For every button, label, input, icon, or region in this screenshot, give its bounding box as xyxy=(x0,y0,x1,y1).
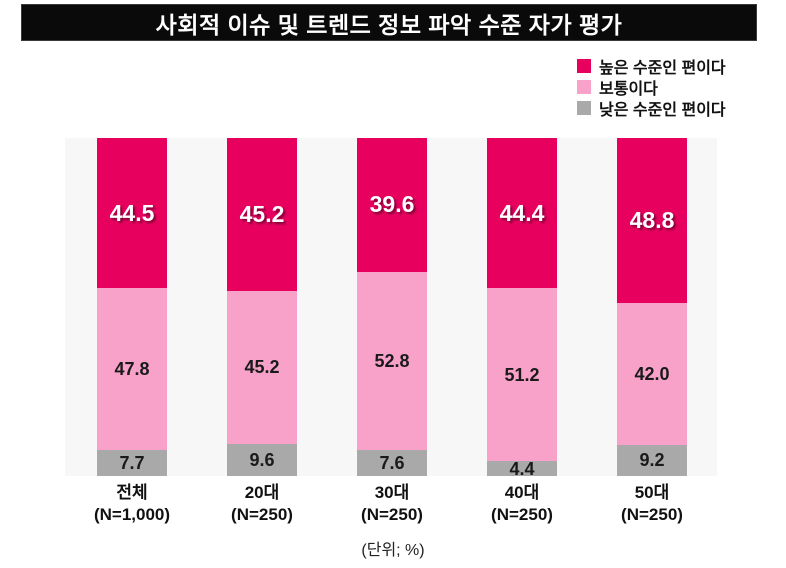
value-label: 45.2 xyxy=(239,200,285,227)
bar-segment-mid: 52.8 xyxy=(357,271,427,451)
value-label: 47.8 xyxy=(114,359,150,380)
bar-segment-mid: 47.8 xyxy=(97,288,167,450)
bar-segment-low: 9.2 xyxy=(617,444,687,476)
value-label: 42.0 xyxy=(634,363,670,384)
bar-segment-high: 44.4 xyxy=(487,138,557,289)
bar-segment-high: 45.2 xyxy=(227,138,297,291)
unit-note: (단위; %) xyxy=(361,542,425,559)
category-label-50대: 50대 (N=250) xyxy=(621,482,683,526)
category-sample-size: (N=1,000) xyxy=(93,505,171,524)
category-sample-size: (N=250) xyxy=(361,505,423,524)
legend-swatch-high xyxy=(577,58,591,73)
category-name: 전체 xyxy=(116,483,148,502)
bar-segment-high: 39.6 xyxy=(357,138,427,272)
stacked-bar-30대: 39.6 52.8 7.6 xyxy=(357,138,427,476)
bar-segment-mid: 51.2 xyxy=(487,288,557,462)
bar-segment-low: 9.6 xyxy=(227,443,297,476)
title-banner: 사회적 이슈 및 트렌드 정보 파악 수준 자가 평가 xyxy=(21,4,757,41)
value-label: 51.2 xyxy=(504,364,540,385)
category-name: 40대 xyxy=(504,483,540,502)
value-label: 52.8 xyxy=(374,351,410,372)
value-label: 4.4 xyxy=(509,458,535,479)
value-label: 44.5 xyxy=(109,199,155,226)
category-sample-size: (N=250) xyxy=(621,505,683,524)
plot-area: 44.5 47.8 7.7 45.2 45.2 9.6 39.6 52.8 7.6 44.4 51.… xyxy=(65,138,717,479)
legend-label: 높은 수준인 편이다 xyxy=(599,59,726,77)
value-label: 48.8 xyxy=(629,206,675,233)
bar-segment-high: 44.5 xyxy=(97,138,167,289)
legend-item: 낮은 수준인 편이다 xyxy=(577,97,726,119)
category-name: 30대 xyxy=(374,483,410,502)
bar-segment-low: 7.7 xyxy=(97,449,167,476)
category-name: 20대 xyxy=(244,483,280,502)
bar-segment-mid: 45.2 xyxy=(227,290,297,444)
value-label: 7.6 xyxy=(379,453,405,474)
legend-swatch-low xyxy=(577,100,591,115)
legend-item: 보통이다 xyxy=(577,76,726,98)
value-label: 44.4 xyxy=(499,199,545,226)
stacked-bar-40대: 44.4 51.2 4.4 xyxy=(487,138,557,479)
category-label-전체: 전체 (N=1,000) xyxy=(94,482,170,526)
value-label: 9.2 xyxy=(639,450,665,471)
stacked-bar-50대: 48.8 42.0 9.2 xyxy=(617,138,687,476)
bar-segment-low: 4.4 xyxy=(487,458,557,479)
category-sample-size: (N=250) xyxy=(491,505,553,524)
category-label-20대: 20대 (N=250) xyxy=(231,482,293,526)
legend-swatch-mid xyxy=(577,79,591,94)
legend-label: 보통이다 xyxy=(599,80,658,98)
category-name: 50대 xyxy=(634,483,670,502)
bar-segment-high: 48.8 xyxy=(617,138,687,303)
category-sample-size: (N=250) xyxy=(231,505,293,524)
category-label-40대: 40대 (N=250) xyxy=(491,482,553,526)
value-label: 9.6 xyxy=(249,449,275,470)
page-title: 사회적 이슈 및 트렌드 정보 파악 수준 자가 평가 xyxy=(155,11,623,38)
legend-label: 낮은 수준인 편이다 xyxy=(599,101,726,119)
category-label-30대: 30대 (N=250) xyxy=(361,482,423,526)
bar-segment-mid: 42.0 xyxy=(617,302,687,445)
value-label: 45.2 xyxy=(244,357,280,378)
value-label: 39.6 xyxy=(369,191,415,218)
bar-segment-low: 7.6 xyxy=(357,450,427,476)
value-label: 7.7 xyxy=(119,452,145,473)
legend-item: 높은 수준인 편이다 xyxy=(577,55,726,77)
stacked-bar-전체: 44.5 47.8 7.7 xyxy=(97,138,167,476)
stacked-bar-20대: 45.2 45.2 9.6 xyxy=(227,138,297,476)
